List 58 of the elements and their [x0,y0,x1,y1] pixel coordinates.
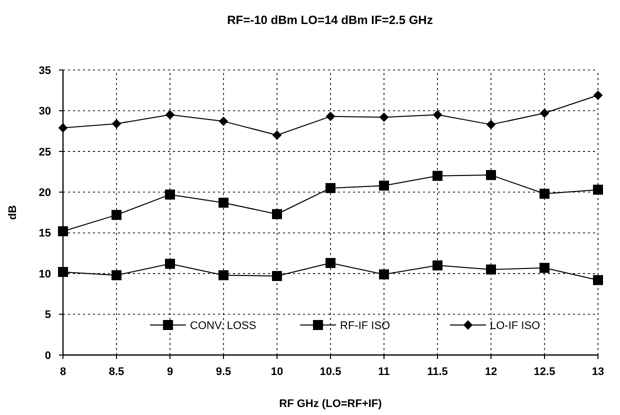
point [218,270,228,280]
point [112,270,122,280]
legend-label: RF-IF ISO [340,320,391,332]
x-tick-label: 11.5 [427,366,448,378]
point [432,260,442,270]
point [486,264,496,274]
y-tick-label: 35 [38,64,51,77]
y-tick-label: 10 [38,268,51,280]
x-tick-label: 10 [270,366,284,378]
x-tick-label: 13 [592,366,604,378]
point [58,123,68,132]
point [326,183,336,194]
point [165,258,175,269]
legend-label: CONV. LOSS [190,320,256,332]
point [272,271,282,282]
point [540,262,550,273]
point [540,108,549,118]
point [379,269,389,280]
point [272,130,282,140]
point [594,90,602,100]
point [219,116,228,126]
x-tick-label: 9 [166,366,174,378]
y-tick-label: 20 [38,186,51,199]
point [272,209,282,220]
point [58,266,68,277]
y-tick-label: 30 [38,106,51,118]
point [112,210,122,220]
point [486,170,496,180]
point [165,190,175,200]
point [112,119,121,128]
y-tick-label: 25 [38,146,51,158]
point [379,180,389,191]
point [380,112,388,122]
chart-title: RF=-10 dBm LO=14 dBm IF=2.5 GHz [227,13,433,27]
point [593,184,603,195]
point [540,188,550,199]
point [326,112,335,121]
point [166,110,174,120]
y-tick-label: 5 [44,309,51,322]
x-tick-label: 9.5 [216,366,232,378]
point [432,170,442,181]
point [326,258,336,268]
x-tick-label: 11 [378,366,390,378]
point [593,275,603,286]
x-tick-label: 8.5 [108,366,124,378]
x-axis-title: RF GHz (LO=RF+IF) [279,398,382,410]
x-tick-label: 12.5 [534,366,556,378]
y-tick-label: 0 [44,350,51,362]
point [218,198,228,208]
point [433,110,442,120]
x-tick-label: 8 [60,366,66,378]
x-tick-label: 10.5 [320,366,342,378]
legend-label: LO-IF ISO [490,320,541,332]
x-tick-label: 12 [484,366,498,378]
point [486,120,496,130]
y-axis-title: dB [7,205,19,220]
point [58,226,68,236]
y-tick-label: 15 [38,228,51,240]
